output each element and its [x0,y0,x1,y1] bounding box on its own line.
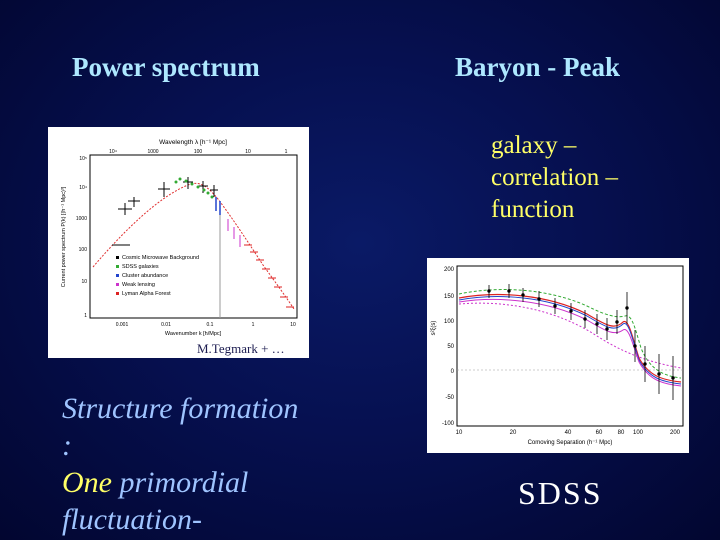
top-tick: 100 [194,149,203,155]
y-tick: -50 [445,395,454,401]
model-curve-blue [458,296,682,385]
x-tick: 60 [596,430,603,436]
x-tick: 40 [565,430,572,436]
top-tick: 1000 [147,149,158,155]
top-axis-label: Wavelength λ [h⁻¹ Mpc] [159,139,227,146]
power-spectrum-heading: Power spectrum [72,52,260,82]
cmb-points [112,177,218,246]
x-tick: 20 [510,430,517,436]
sdss-points [174,177,214,199]
y-tick: 1 [84,313,87,319]
y-tick: 10 [81,279,87,285]
y-axis-label: Current power spectrum P(k) [(h⁻¹ Mpc)³] [61,186,67,287]
gcf-line: galaxy – [491,132,577,159]
x-tick: 100 [633,430,644,436]
sdss-label: SDSS [518,475,603,511]
legend-item: SDSS galaxies [122,264,159,270]
galaxy-correlation-label: galaxy – correlation – function [491,130,618,226]
x-tick: 80 [618,430,625,436]
lyman-alpha-points [244,244,294,308]
correlation-function-figure: 200 150 100 50 0 -50 -100 s²ξ(s) 10 20 4… [427,258,689,453]
gcf-line: function [491,196,575,223]
model-curve-red [458,293,682,383]
x-tick: 1 [252,322,255,328]
baryon-peak-heading: Baryon - Peak [455,52,620,82]
structure-line: Structure formation [62,392,299,425]
y-tick: 100 [79,247,88,253]
x-tick: 10 [456,430,463,436]
power-spectrum-figure: Wavelength λ [h⁻¹ Mpc] 10⁴ 1000 100 10 1… [48,127,309,358]
correlation-plot: 200 150 100 50 0 -50 -100 s²ξ(s) 10 20 4… [431,265,684,446]
legend-item: Weak lensing [122,282,155,288]
model-curve [92,182,295,310]
figure-caption: M.Tegmark + … [197,341,285,356]
top-tick: 1 [285,149,288,155]
weak-lensing-points [227,219,241,247]
legend: Cosmic Microwave Background SDSS galaxie… [116,255,199,297]
top-tick: 10⁴ [109,149,117,155]
x-tick: 0.1 [207,322,214,328]
top-tick: 10 [245,149,251,155]
structure-line-rest: primordial [111,466,249,499]
y-tick: 10⁴ [79,185,87,191]
legend-swatch [116,274,119,277]
correlation-points [487,284,675,400]
x-tick: 200 [670,430,681,436]
legend-item: Lyman Alpha Forest [122,291,171,297]
legend-swatch [116,283,119,286]
x-tick: 0.001 [116,322,129,328]
y-tick: 50 [447,344,454,350]
highlight-one: One [62,466,112,499]
y-tick: 0 [451,369,455,375]
gcf-line: correlation – [491,164,619,191]
x-axis-label: Comoving Separation (h⁻¹ Mpc) [528,440,613,446]
x-tick: 10 [290,322,296,328]
model-curve-nobaryon [458,302,682,369]
legend-item: Cluster abundance [122,273,168,279]
y-tick: 100 [444,319,455,325]
model-curve-magenta [458,298,682,387]
x-axis-label: Wavenumber k [h/Mpc] [165,331,222,337]
structure-line: : [62,429,72,462]
cluster-points [215,197,221,215]
y-tick: 10⁵ [79,156,87,162]
structure-formation-text: Structure formation : One primordial flu… [62,390,342,538]
structure-line: fluctuation- [62,503,202,536]
legend-swatch [116,256,119,259]
y-axis-label: s²ξ(s) [431,321,437,336]
model-curve-green [458,289,682,379]
legend-swatch [116,265,119,268]
y-tick: -100 [442,421,455,427]
y-tick: 1000 [76,216,87,222]
plot-frame [456,265,684,427]
legend-swatch [116,292,119,295]
power-spectrum-plot: Wavelength λ [h⁻¹ Mpc] 10⁴ 1000 100 10 1… [61,139,298,337]
y-tick: 200 [444,267,455,273]
legend-item: Cosmic Microwave Background [122,255,199,261]
x-tick: 0.01 [161,322,171,328]
structure-line: One primordial [62,464,342,501]
y-tick: 150 [444,294,455,300]
plot-frame [89,154,298,319]
